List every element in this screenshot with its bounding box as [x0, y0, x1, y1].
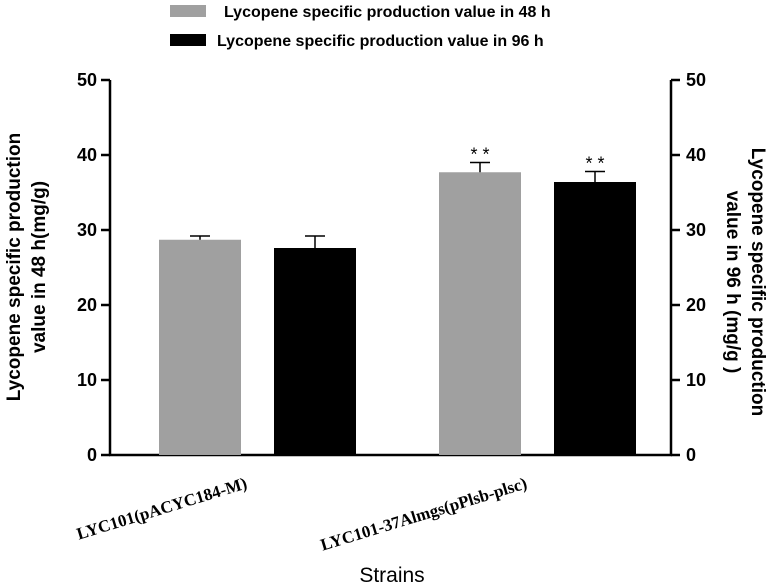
y-tick-label-left: 20 — [77, 295, 97, 315]
legend-label-48h: Lycopene specific production value in 48… — [224, 4, 551, 21]
y-axis-right-title-line1: Lycopene specific production — [747, 148, 768, 417]
significance-marker: * * — [585, 154, 604, 174]
significance-marker: * * — [470, 145, 489, 165]
category-label-1: LYC101(pACYC184-M) — [74, 474, 249, 544]
y-axis-right-title-line2: value in 96 h (mg/g ) — [722, 191, 743, 374]
y-tick-label-right: 50 — [686, 70, 706, 90]
y-tick-label-right: 10 — [686, 370, 706, 390]
y-ticks-right: 0 10 20 30 40 50 — [671, 70, 706, 465]
y-tick-label-left: 30 — [77, 220, 97, 240]
x-axis-title: Strains — [359, 564, 424, 586]
y-tick-label-left: 40 — [77, 145, 97, 165]
legend: Lycopene specific production value in 48… — [170, 4, 551, 50]
y-axis-left-title-line1: Lycopene specific production — [4, 133, 25, 402]
y-ticks-left: 0 10 20 30 40 50 — [77, 70, 110, 465]
legend-label-96h: Lycopene specific production value in 96… — [217, 33, 544, 50]
bar-96h-cat1 — [274, 248, 356, 455]
y-tick-label-right: 40 — [686, 145, 706, 165]
y-tick-label-left: 10 — [77, 370, 97, 390]
y-tick-label-right: 20 — [686, 295, 706, 315]
y-axis-left-title-line2: value in 48 h(mg/g) — [29, 181, 50, 353]
y-tick-label-left: 0 — [87, 445, 97, 465]
bars: * * * * — [159, 145, 636, 455]
bar-48h-cat1 — [159, 239, 241, 455]
bar-96h-cat2 — [554, 182, 636, 455]
legend-swatch-96h — [170, 34, 206, 46]
y-tick-label-left: 50 — [77, 70, 97, 90]
bar-48h-cat2 — [439, 172, 521, 455]
category-label-2: LYC101-37Almgs(pPlsb-plsc) — [318, 474, 529, 555]
y-tick-label-right: 30 — [686, 220, 706, 240]
legend-swatch-48h — [170, 5, 206, 17]
y-tick-label-right: 0 — [686, 445, 696, 465]
